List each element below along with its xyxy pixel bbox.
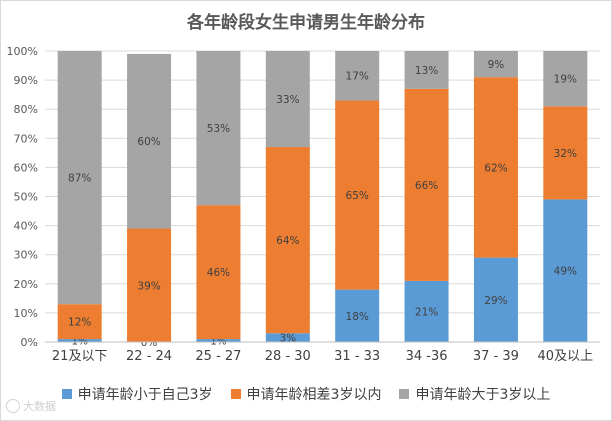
y-tick-label: 70% <box>14 132 38 145</box>
y-tick-label: 50% <box>14 191 38 204</box>
bar-segment <box>265 51 310 148</box>
x-tick-label: 40及以上 <box>538 349 594 364</box>
data-label: 46% <box>207 267 230 279</box>
legend-label-older: 申请年龄大于3岁以上 <box>415 387 551 403</box>
bar-segment <box>335 289 380 342</box>
bar-segment <box>404 280 449 342</box>
data-label: 29% <box>484 295 507 307</box>
y-tick-label: 60% <box>14 161 38 174</box>
legend-item-within: 申请年龄相差3岁以内 <box>230 384 382 404</box>
bar-segment <box>473 77 518 258</box>
bar-segment <box>543 199 588 342</box>
data-label: 64% <box>276 235 299 247</box>
legend-swatch-within <box>230 389 241 399</box>
bar-segment <box>196 339 241 342</box>
bar-segment <box>265 147 310 334</box>
legend-swatch-older <box>399 389 410 399</box>
data-label: 32% <box>554 148 577 160</box>
chart-legend: 申请年龄小于自己3岁 申请年龄相差3岁以内 申请年龄大于3岁以上 <box>0 384 612 404</box>
x-tick-label: 37 - 39 <box>473 349 519 364</box>
y-tick-label: 0% <box>21 336 38 349</box>
x-tick-label: 22 - 24 <box>126 349 172 364</box>
watermark-text: 大数据 <box>23 400 56 413</box>
data-label: 12% <box>68 317 91 329</box>
data-label: 13% <box>415 65 438 77</box>
data-label: 21% <box>415 306 438 318</box>
bar-segment <box>543 106 588 200</box>
y-tick-label: 30% <box>14 249 38 262</box>
legend-swatch-younger <box>61 389 72 399</box>
watermark: 大数据 <box>6 398 56 414</box>
data-label: 87% <box>68 173 91 185</box>
bar-segment <box>196 51 241 206</box>
x-tick-label: 31 - 33 <box>334 349 380 364</box>
legend-label-younger: 申请年龄小于自己3岁 <box>77 387 213 403</box>
y-tick-label: 10% <box>14 307 38 320</box>
bar-segment <box>473 257 518 342</box>
data-label: 53% <box>207 123 230 135</box>
bar-segment <box>473 51 518 78</box>
chart-title: 各年龄段女生申请男生年龄分布 <box>187 13 425 33</box>
x-tick-label: 34 -36 <box>406 349 448 364</box>
data-label: 60% <box>137 136 160 148</box>
bar-segment <box>57 51 102 305</box>
data-label: 33% <box>276 94 299 106</box>
legend-item-younger: 申请年龄小于自己3岁 <box>61 384 213 404</box>
data-label: 62% <box>484 162 507 174</box>
bar-segment <box>335 51 380 101</box>
data-label: 3% <box>279 333 296 345</box>
data-label: 49% <box>554 266 577 278</box>
data-label: 66% <box>415 180 438 192</box>
data-label: 19% <box>554 74 577 86</box>
x-tick-label: 25 - 27 <box>195 349 241 364</box>
bar-segment <box>127 53 172 229</box>
bar-segment <box>335 100 380 290</box>
data-label: 39% <box>137 280 160 292</box>
bar-segment <box>196 205 241 340</box>
bar-segment <box>404 51 449 89</box>
x-tick-label: 28 - 30 <box>265 349 311 364</box>
bar-segment <box>57 339 102 342</box>
data-label: 65% <box>346 190 369 202</box>
bar-segment <box>127 228 172 342</box>
bar-segment <box>57 304 102 340</box>
data-label: 18% <box>346 311 369 323</box>
legend-label-within: 申请年龄相差3岁以内 <box>246 387 382 403</box>
y-tick-label: 20% <box>14 278 38 291</box>
y-tick-label: 100% <box>7 45 38 58</box>
bar-segment <box>543 51 588 107</box>
data-label: 17% <box>346 71 369 83</box>
bar-segment <box>404 88 449 281</box>
y-tick-label: 40% <box>14 220 38 233</box>
y-tick-label: 80% <box>14 103 38 116</box>
y-tick-label: 90% <box>14 74 38 87</box>
bar-segment <box>265 333 310 342</box>
legend-item-older: 申请年龄大于3岁以上 <box>399 384 550 404</box>
data-label: 9% <box>488 59 505 71</box>
watermark-logo-icon <box>6 399 20 413</box>
x-tick-label: 21及以下 <box>52 349 108 364</box>
